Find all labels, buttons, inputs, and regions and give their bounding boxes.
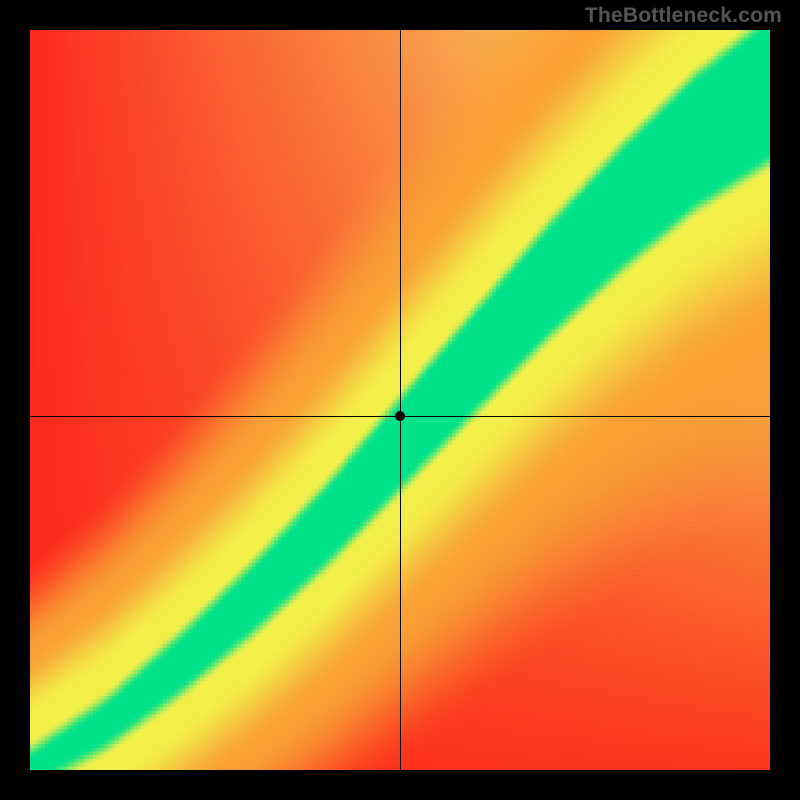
plot-area — [30, 30, 770, 770]
operating-point-marker — [395, 411, 405, 421]
chart-container: TheBottleneck.com — [0, 0, 800, 800]
watermark-text: TheBottleneck.com — [585, 4, 782, 28]
crosshair-vertical — [400, 30, 401, 770]
